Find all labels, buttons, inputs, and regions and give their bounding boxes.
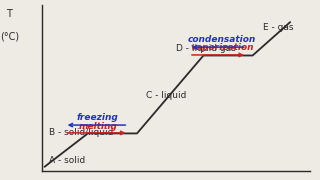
Text: freezing: freezing — [77, 113, 119, 122]
Text: A - solid: A - solid — [49, 156, 85, 165]
Text: E - gas: E - gas — [263, 23, 293, 32]
Text: condensation: condensation — [188, 35, 256, 44]
Text: B - solid/liquid: B - solid/liquid — [49, 128, 113, 137]
Text: vaporization: vaporization — [190, 43, 254, 52]
Text: (°C): (°C) — [0, 32, 19, 42]
Text: T: T — [6, 9, 12, 19]
Text: C - liquid: C - liquid — [146, 91, 186, 100]
Text: D - liquid gas: D - liquid gas — [176, 44, 236, 53]
Text: melting: melting — [78, 122, 117, 131]
